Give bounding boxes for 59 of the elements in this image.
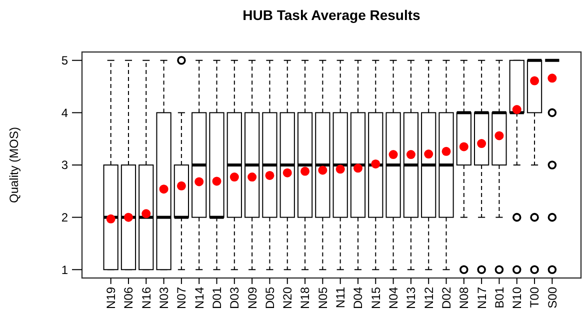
point [248, 172, 257, 182]
point [459, 142, 468, 152]
x-tick-label: N07 [174, 286, 189, 310]
x-tick-label: N20 [280, 286, 295, 310]
x-tick-label: D05 [262, 286, 277, 310]
x-tick-label: T00 [528, 286, 542, 308]
point [336, 164, 345, 174]
y-tick-label: 4 [61, 106, 68, 120]
point [353, 164, 362, 173]
point [406, 150, 416, 160]
x-tick-label: N13 [404, 286, 418, 310]
x-tick-label: N15 [368, 286, 383, 310]
y-axis-title: Quality (MOS) [7, 126, 21, 204]
x-tick-label: D02 [439, 286, 454, 310]
point [530, 76, 540, 86]
point [442, 146, 451, 156]
point [124, 212, 133, 222]
point [512, 105, 522, 114]
chart-title: HUB Task Average Results [242, 7, 421, 23]
x-tick-label: N17 [474, 286, 489, 310]
x-tick-label: S00 [545, 286, 560, 308]
point [176, 181, 186, 190]
point [388, 150, 398, 160]
x-tick-label: B01 [492, 286, 506, 308]
point [142, 209, 151, 218]
y-tick-label: 5 [61, 54, 68, 68]
y-tick-label: 1 [61, 262, 68, 277]
point [300, 166, 310, 176]
point [194, 177, 204, 186]
point [106, 214, 116, 224]
point [371, 159, 380, 168]
point [318, 166, 328, 175]
x-tick-label: N03 [156, 286, 171, 310]
y-tick-label: 2 [61, 210, 68, 225]
x-tick-label: N16 [139, 286, 154, 310]
x-tick-label: N08 [457, 286, 472, 310]
x-tick-label: D03 [228, 286, 242, 310]
x-tick-label: N04 [386, 286, 400, 310]
point [494, 131, 504, 140]
x-tick-label: N11 [334, 286, 348, 308]
x-tick-label: N05 [316, 286, 330, 310]
point [548, 74, 557, 83]
point [230, 172, 239, 182]
x-tick-label: N12 [422, 286, 436, 310]
x-tick-label: N06 [122, 286, 136, 310]
x-tick-label: N18 [298, 286, 312, 310]
point [282, 168, 292, 178]
point [477, 139, 486, 148]
x-tick-label: D01 [210, 286, 224, 310]
x-tick-label: N09 [245, 286, 260, 310]
point [424, 150, 434, 159]
point [212, 176, 222, 186]
y-tick-label: 3 [61, 158, 68, 172]
point [265, 170, 274, 180]
x-tick-label: D04 [351, 286, 366, 310]
x-tick-label: N14 [192, 286, 206, 310]
point [159, 184, 168, 194]
x-tick-label: N19 [104, 286, 118, 310]
x-tick-label: N10 [510, 286, 524, 310]
